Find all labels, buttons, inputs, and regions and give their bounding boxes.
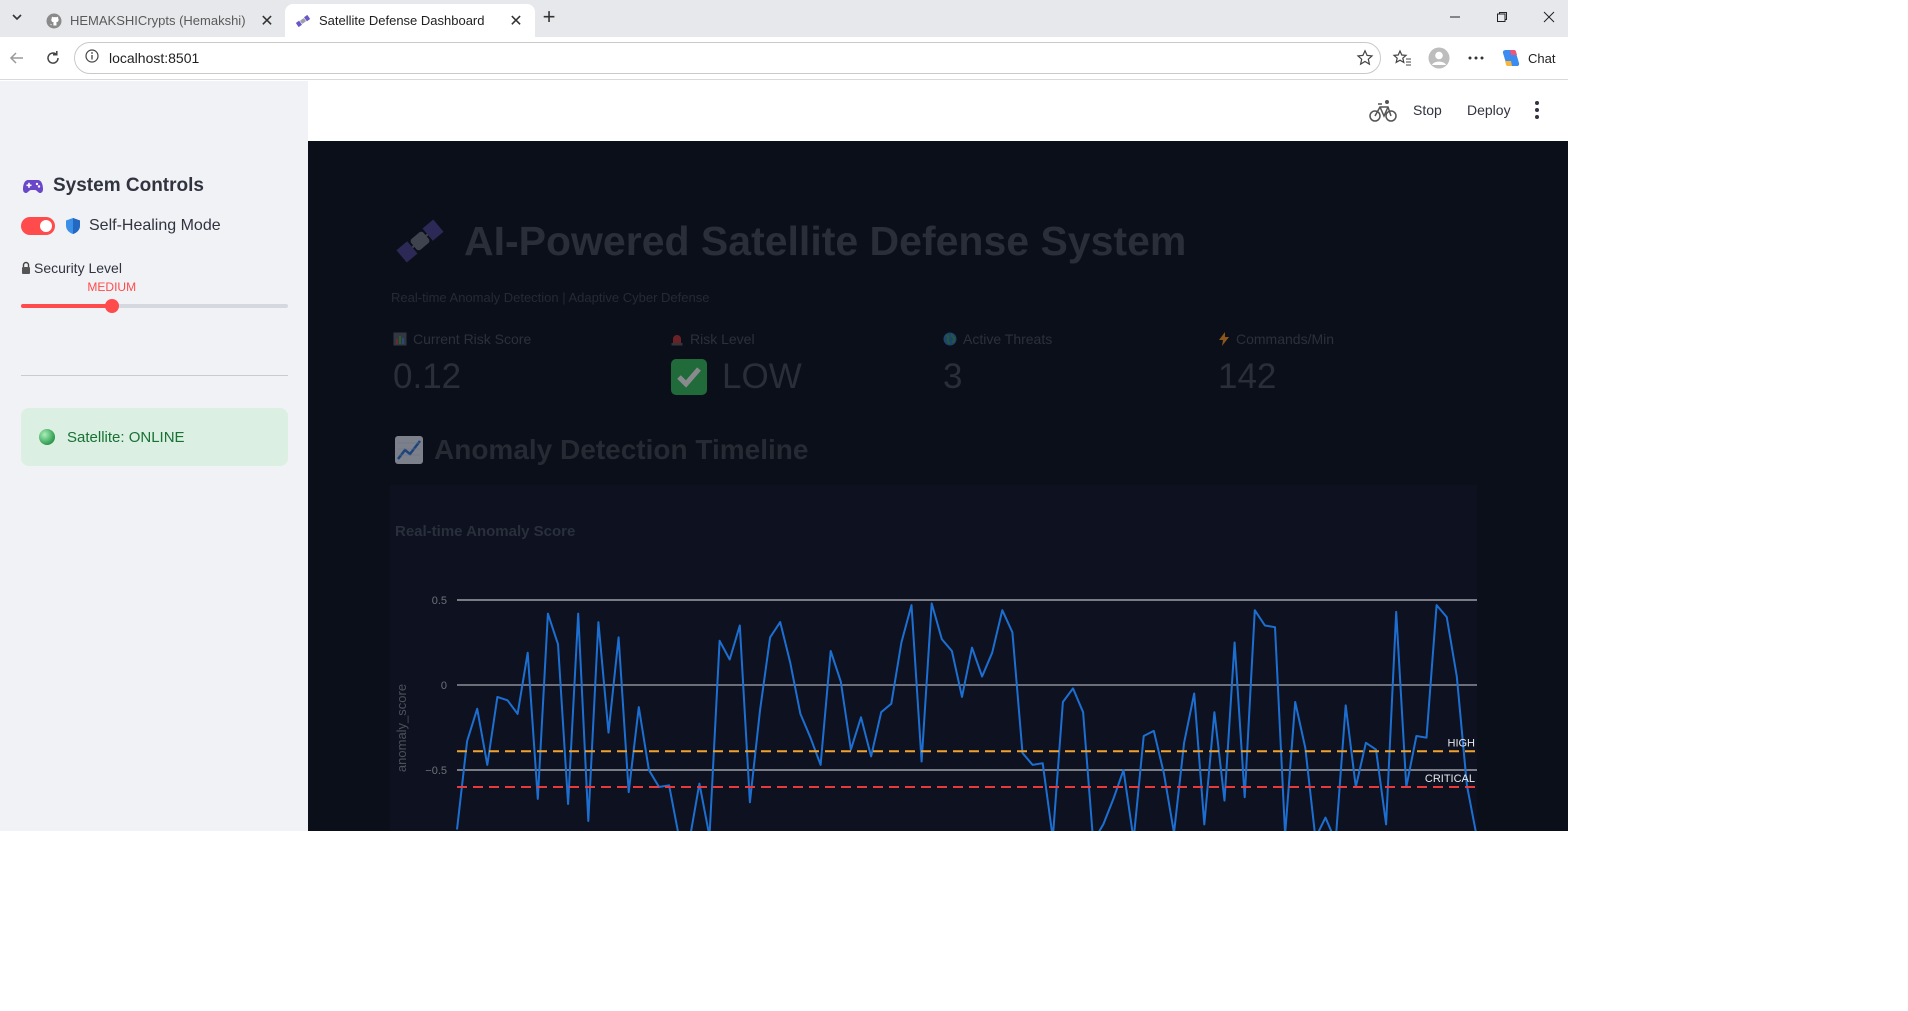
sidebar-title: System Controls	[22, 175, 204, 197]
close-window-icon[interactable]	[1537, 6, 1561, 28]
slider-fill	[21, 304, 112, 308]
page-title: AI-Powered Satellite Defense System	[394, 217, 1186, 265]
siren-icon	[670, 332, 684, 346]
metric-label: Commands/Min	[1236, 331, 1335, 347]
section-title-text: Anomaly Detection Timeline	[434, 434, 809, 465]
minimize-icon[interactable]	[1443, 6, 1467, 28]
metric-risk-score: Current Risk Score 0.12	[393, 330, 531, 397]
self-healing-label: Self-Healing Mode	[89, 217, 221, 234]
metric-commands-per-min: Commands/Min 142	[1218, 330, 1334, 397]
satellite-status-badge: Satellite: ONLINE	[21, 408, 288, 466]
lock-icon	[21, 261, 31, 275]
green-circle-icon	[39, 429, 55, 445]
chart-title: Real-time Anomaly Score	[395, 523, 576, 540]
app-toolbar: Stop Deploy	[308, 81, 1568, 141]
security-level-value: MEDIUM	[87, 280, 137, 294]
chart-increasing-icon	[394, 435, 424, 465]
y-tick-label: −0.5	[425, 765, 447, 777]
security-level-slider[interactable]	[21, 299, 288, 313]
favorites-icon[interactable]	[1391, 47, 1413, 69]
security-level-label: Security Level	[21, 260, 122, 276]
sidebar-divider	[21, 375, 288, 376]
reload-icon[interactable]	[42, 47, 64, 69]
metric-label: Active Threats	[963, 331, 1053, 347]
stop-button[interactable]: Stop	[1413, 102, 1442, 118]
favorite-star-icon[interactable]	[1356, 49, 1374, 72]
restore-icon[interactable]	[1490, 6, 1514, 28]
deploy-button[interactable]: Deploy	[1467, 102, 1511, 118]
threshold-label-high: HIGH	[1448, 737, 1476, 749]
browser-tab-github[interactable]: HEMAKSHICrypts (Hemakshi) ✕	[36, 4, 286, 37]
game-controller-icon	[22, 177, 44, 195]
metric-active-threats: Active Threats 3	[943, 330, 1052, 397]
lightning-icon	[1218, 332, 1230, 346]
metric-value: 142	[1218, 357, 1277, 396]
site-info-icon[interactable]	[85, 48, 99, 68]
tab-title: Satellite Defense Dashboard	[319, 13, 485, 28]
profile-avatar-icon[interactable]	[1428, 47, 1450, 69]
metric-value: LOW	[722, 357, 802, 396]
address-bar: localhost:8501 Chat	[0, 37, 1568, 80]
new-tab-plus-icon[interactable]: +	[542, 4, 556, 29]
sidebar-title-text: System Controls	[53, 175, 204, 196]
chat-label: Chat	[1528, 50, 1556, 66]
metric-label: Risk Level	[690, 331, 755, 347]
tab-list-chevron-icon[interactable]	[6, 6, 28, 28]
bar-chart-icon	[393, 332, 407, 346]
anomaly-line-chart: 0.5 0 −0.5 anomaly_score HIGH CRITICAL	[394, 595, 1477, 831]
more-menu-icon[interactable]	[1465, 47, 1487, 69]
satellite-icon	[394, 217, 446, 265]
sidebar: System Controls Self-Healing Mode Securi…	[0, 81, 308, 831]
satellite-icon	[295, 13, 311, 29]
security-level-text: Security Level	[34, 260, 122, 276]
url-text: localhost:8501	[109, 50, 200, 66]
self-healing-toggle-row[interactable]: Self-Healing Mode	[21, 217, 221, 235]
y-tick-label: 0	[441, 680, 447, 692]
tab-title: HEMAKSHICrypts (Hemakshi)	[70, 13, 246, 28]
metric-risk-level: Risk Level LOW	[670, 330, 802, 397]
main-menu-icon[interactable]	[1530, 99, 1544, 121]
github-icon	[46, 13, 62, 29]
copilot-chat-button[interactable]: Chat	[1500, 44, 1555, 72]
anomaly-score-line	[456, 602, 1477, 831]
metric-label: Current Risk Score	[413, 331, 532, 347]
page-title-text: AI-Powered Satellite Defense System	[464, 217, 1187, 264]
browser-tab-dashboard[interactable]: Satellite Defense Dashboard ✕	[285, 4, 535, 37]
page-subtitle: Real-time Anomaly Detection | Adaptive C…	[391, 290, 710, 305]
anomaly-chart: Real-time Anomaly Score 0.5 0 −0.5 anomaly_…	[390, 485, 1477, 831]
shield-icon	[65, 217, 81, 235]
y-tick-label: 0.5	[432, 595, 447, 607]
back-arrow-icon[interactable]	[6, 47, 28, 69]
metric-value: 3	[943, 357, 963, 396]
globe-icon	[943, 332, 957, 346]
check-mark-icon	[670, 358, 708, 396]
section-title: Anomaly Detection Timeline	[394, 434, 808, 466]
close-icon[interactable]: ✕	[260, 12, 274, 30]
copilot-icon	[1500, 47, 1522, 69]
running-bicycle-icon	[1369, 98, 1397, 129]
slider-thumb[interactable]	[104, 299, 119, 313]
browser-tab-bar: HEMAKSHICrypts (Hemakshi) ✕ Satellite De…	[0, 0, 1568, 37]
satellite-status-text: Satellite: ONLINE	[67, 428, 185, 446]
self-healing-toggle[interactable]	[21, 217, 55, 235]
threshold-label-critical: CRITICAL	[1425, 773, 1475, 785]
close-icon[interactable]: ✕	[509, 12, 523, 30]
url-field[interactable]: localhost:8501	[74, 42, 1381, 74]
main-content: AI-Powered Satellite Defense System Real…	[308, 141, 1568, 831]
y-axis-label: anomaly_score	[394, 684, 409, 772]
metric-value: 0.12	[393, 357, 462, 396]
